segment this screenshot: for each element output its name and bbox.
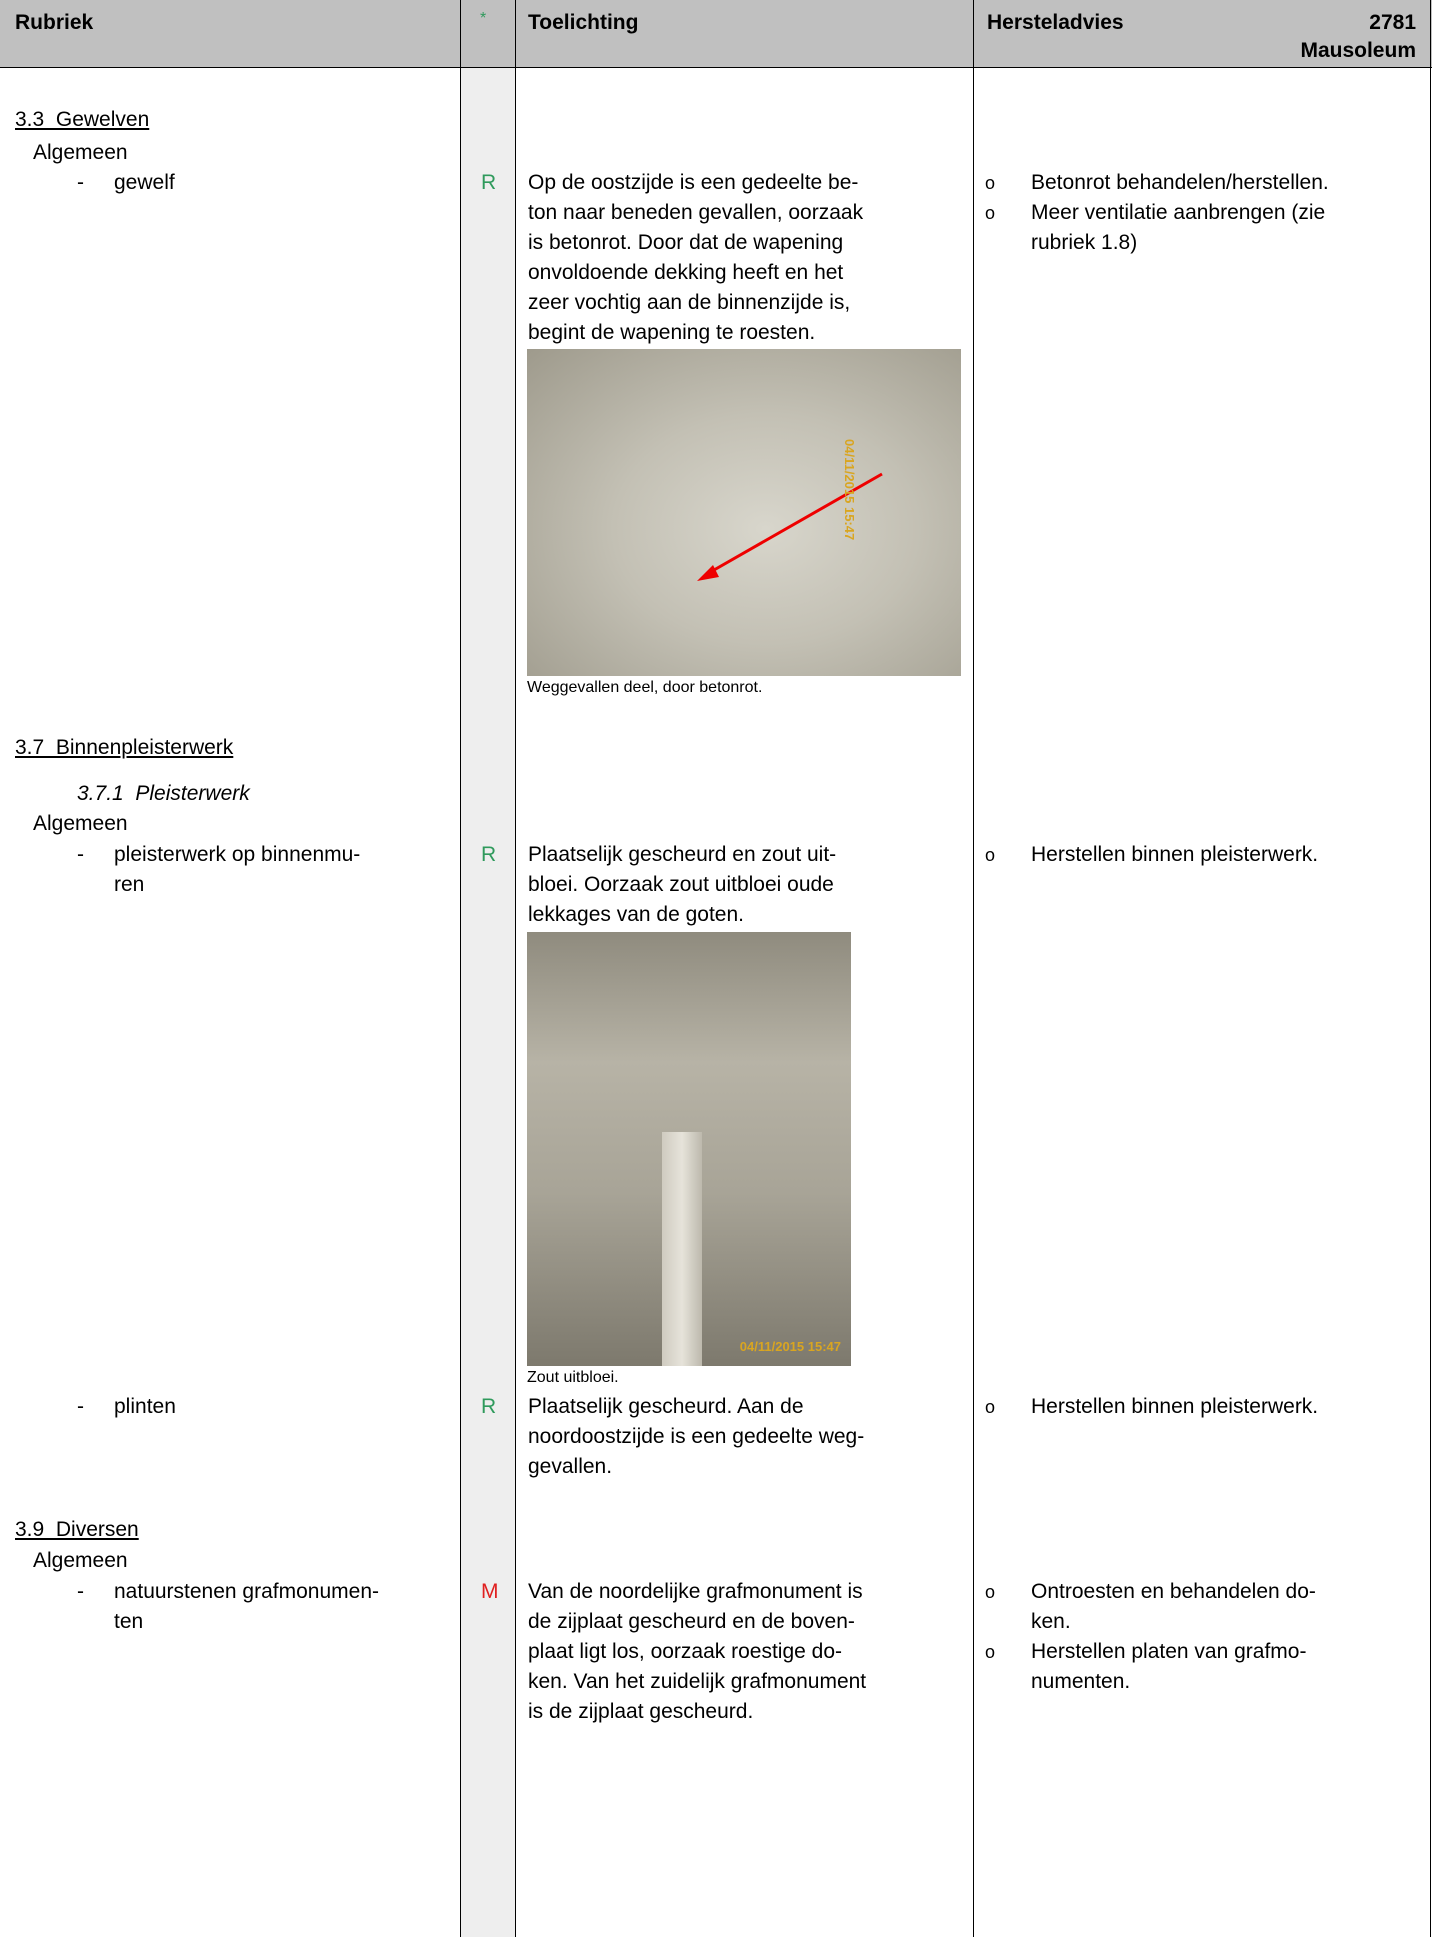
dash: -	[77, 1395, 84, 1418]
rating: R	[481, 171, 497, 194]
remark-line: bloei. Oorzaak zout uitbloei oude	[528, 873, 834, 896]
arrow	[697, 472, 883, 581]
remark-line: noordoostzijde is een gedeelte weg-	[528, 1425, 865, 1448]
header-toelichting: Toelichting	[528, 11, 639, 34]
header-hersteladvies: Hersteladvies	[987, 11, 1124, 34]
header-rubriek: Rubriek	[15, 11, 94, 34]
remark-line: ken. Van het zuidelijk grafmonument	[528, 1670, 867, 1693]
advice-line: Ontroesten en behandelen do-	[1031, 1580, 1316, 1603]
header-bar	[0, 0, 1432, 68]
element-name: pleisterwerk op binnenmu-	[114, 843, 361, 866]
element-name: ten	[114, 1610, 144, 1633]
photo-caption: Weggevallen deel, door betonrot.	[527, 679, 763, 696]
advice-line: Herstellen binnen pleisterwerk.	[1031, 843, 1319, 866]
group-label: Algemeen	[33, 1549, 128, 1572]
rating: R	[481, 843, 497, 866]
advice-line: rubriek 1.8)	[1031, 231, 1138, 254]
remark-line: is betonrot. Door dat de wapening	[528, 231, 844, 254]
element-name: gewelf	[114, 171, 175, 194]
bullet: o	[985, 173, 996, 193]
bullet: o	[985, 1397, 996, 1417]
advice-line: Meer ventilatie aanbrengen (zie	[1031, 201, 1326, 224]
section-heading: 3.9 Diversen	[15, 1518, 139, 1541]
remark-line: ton naar beneden gevallen, oorzaak	[528, 201, 864, 224]
remark-line: Plaatselijk gescheurd. Aan de	[528, 1395, 804, 1418]
divider	[460, 0, 461, 1937]
remark-line: Op de oostzijde is een gedeelte be-	[528, 171, 859, 194]
header-code: 2781	[1369, 11, 1416, 34]
bullet: o	[985, 845, 996, 865]
remark-line: is de zijplaat gescheurd.	[528, 1700, 754, 1723]
remark-line: de zijplaat gescheurd en de boven-	[528, 1610, 855, 1633]
rating: R	[481, 1395, 497, 1418]
advice-line: Herstellen binnen pleisterwerk.	[1031, 1395, 1319, 1418]
dash: -	[77, 171, 84, 194]
element-name: ren	[114, 873, 145, 896]
header-building: Mausoleum	[1300, 39, 1416, 62]
bullet: o	[985, 1642, 996, 1662]
remark-line: zeer vochtig aan de binnenzijde is,	[528, 291, 851, 314]
photo-stamp: 04/11/2015 15:47	[739, 1339, 841, 1354]
header-star: *	[480, 10, 487, 27]
dash: -	[77, 843, 84, 866]
remark-line: Van de noordelijke grafmonument is	[528, 1580, 863, 1603]
divider	[515, 0, 516, 1937]
bullet: o	[985, 203, 996, 223]
section-heading: 3.7 Binnenpleisterwerk	[15, 736, 234, 759]
section-heading: 3.3 Gewelven	[15, 108, 150, 131]
advice-line: numenten.	[1031, 1670, 1131, 1693]
rating: M	[481, 1580, 499, 1603]
photo-caption: Zout uitbloei.	[527, 1369, 619, 1386]
subheading: 3.7.1 Pleisterwerk	[77, 782, 250, 805]
divider	[973, 0, 974, 1937]
bullet: o	[985, 1582, 996, 1602]
remark-line: begint de wapening te roesten.	[528, 321, 816, 344]
element-name: plinten	[114, 1395, 176, 1418]
advice-line: Herstellen platen van grafmo-	[1031, 1640, 1307, 1663]
group-label: Algemeen	[33, 812, 128, 835]
column	[662, 1132, 702, 1366]
remark-line: onvoldoende dekking heeft en het	[528, 261, 844, 284]
group-label: Algemeen	[33, 141, 128, 164]
element-name: natuurstenen grafmonumen-	[114, 1580, 379, 1603]
divider	[1430, 0, 1431, 1937]
star-column	[460, 0, 516, 1937]
remark-line: gevallen.	[528, 1455, 613, 1478]
remark-line: plaat ligt los, oorzaak roestige do-	[528, 1640, 843, 1663]
photo-stamp: 04/11/2015 15:47	[842, 439, 857, 541]
dash: -	[77, 1580, 84, 1603]
advice-line: Betonrot behandelen/herstellen.	[1031, 171, 1329, 194]
photo: 04/11/2015 15:47	[527, 932, 851, 1366]
advice-line: ken.	[1031, 1610, 1071, 1633]
remark-line: Plaatselijk gescheurd en zout uit-	[528, 843, 837, 866]
photo: 04/11/2015 15:47	[527, 349, 961, 676]
remark-line: lekkages van de goten.	[528, 903, 744, 926]
